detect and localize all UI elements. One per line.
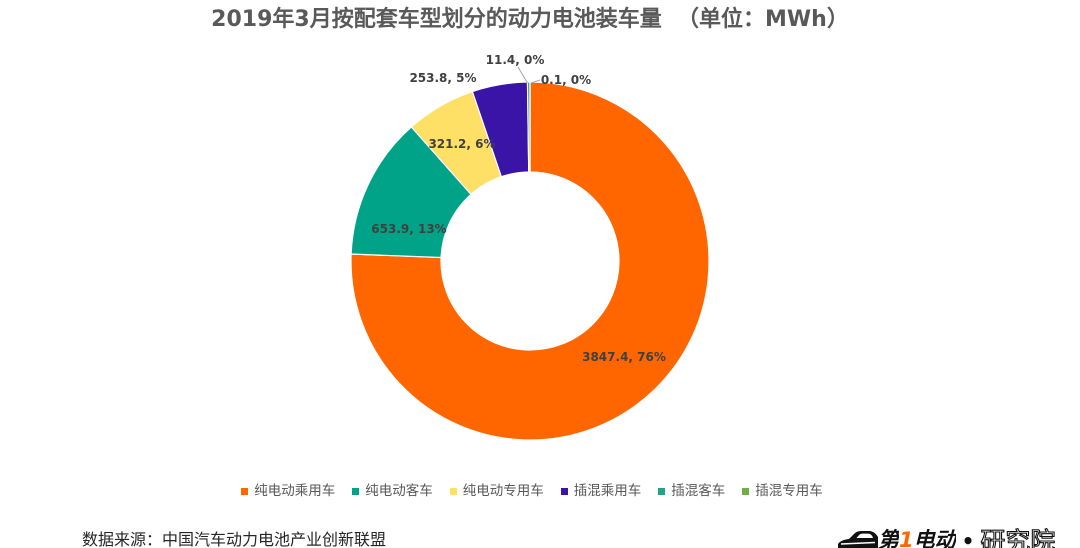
data-label-phev-passenger: 253.8, 5% [409, 71, 476, 85]
logo-brand-suffix: 电动 [913, 528, 956, 548]
car-logo-icon [838, 531, 878, 548]
logo: 第 1 电动 • 研究院 [838, 527, 1058, 548]
legend-swatch [241, 487, 249, 495]
legend-swatch [560, 487, 568, 495]
leader-line-phev-special [530, 79, 541, 84]
legend-swatch [352, 487, 360, 495]
logo-brand-prefix: 第 [878, 528, 899, 548]
data-source-note: 数据来源：中国汽车动力电池产业创新联盟 [82, 530, 387, 548]
chart-title: 2019年3月按配套车型划分的动力电池装车量 （单位：MWh） [211, 7, 849, 32]
legend-label: 纯电动专用车 [462, 483, 544, 499]
data-label-phev-bus: 11.4, 0% [486, 53, 545, 67]
logo-institute: 研究院 [980, 527, 1056, 548]
data-label-pure-ev-bus: 653.9, 13% [371, 222, 446, 236]
legend-item-phev-special: 插混专用车 [742, 482, 823, 500]
legend-label: 插混客车 [671, 483, 726, 499]
data-label-phev-special: 0.1, 0% [541, 73, 591, 87]
legend-label: 纯电动乘用车 [254, 483, 336, 499]
donut-slices [350, 81, 710, 441]
logo-separator: • [961, 529, 975, 548]
legend-item-pure-ev-passenger: 纯电动乘用车 [241, 482, 335, 500]
legend-label: 插混乘用车 [573, 483, 642, 499]
legend-swatch [449, 487, 457, 495]
donut-slice-pure-ev-passenger [350, 81, 710, 441]
data-label-pure-ev-special: 321.2, 6% [428, 137, 495, 151]
chart-legend: 纯电动乘用车 纯电动客车 纯电动专用车 插混乘用车 插混客车 插混专用车 [0, 482, 1064, 500]
data-labels: 3847.4, 76% 653.9, 13% 321.2, 6% 253.8, … [371, 53, 666, 364]
legend-label: 插混专用车 [755, 483, 823, 499]
legend-label: 纯电动客车 [365, 483, 433, 499]
leader-lines [517, 66, 541, 84]
legend-item-phev-passenger: 插混乘用车 [560, 482, 642, 500]
logo-brand-number: 1 [899, 528, 914, 548]
legend-item-pure-ev-special: 纯电动专用车 [449, 482, 544, 500]
donut-chart: 3847.4, 76% 653.9, 13% 321.2, 6% 253.8, … [350, 53, 710, 441]
legend-swatch [658, 487, 666, 495]
legend-swatch [742, 487, 750, 495]
legend-item-phev-bus: 插混客车 [658, 482, 725, 500]
data-label-pure-ev-passenger: 3847.4, 76% [582, 350, 666, 364]
leader-line-phev-bus [517, 66, 528, 84]
legend-item-pure-ev-bus: 纯电动客车 [352, 482, 433, 500]
